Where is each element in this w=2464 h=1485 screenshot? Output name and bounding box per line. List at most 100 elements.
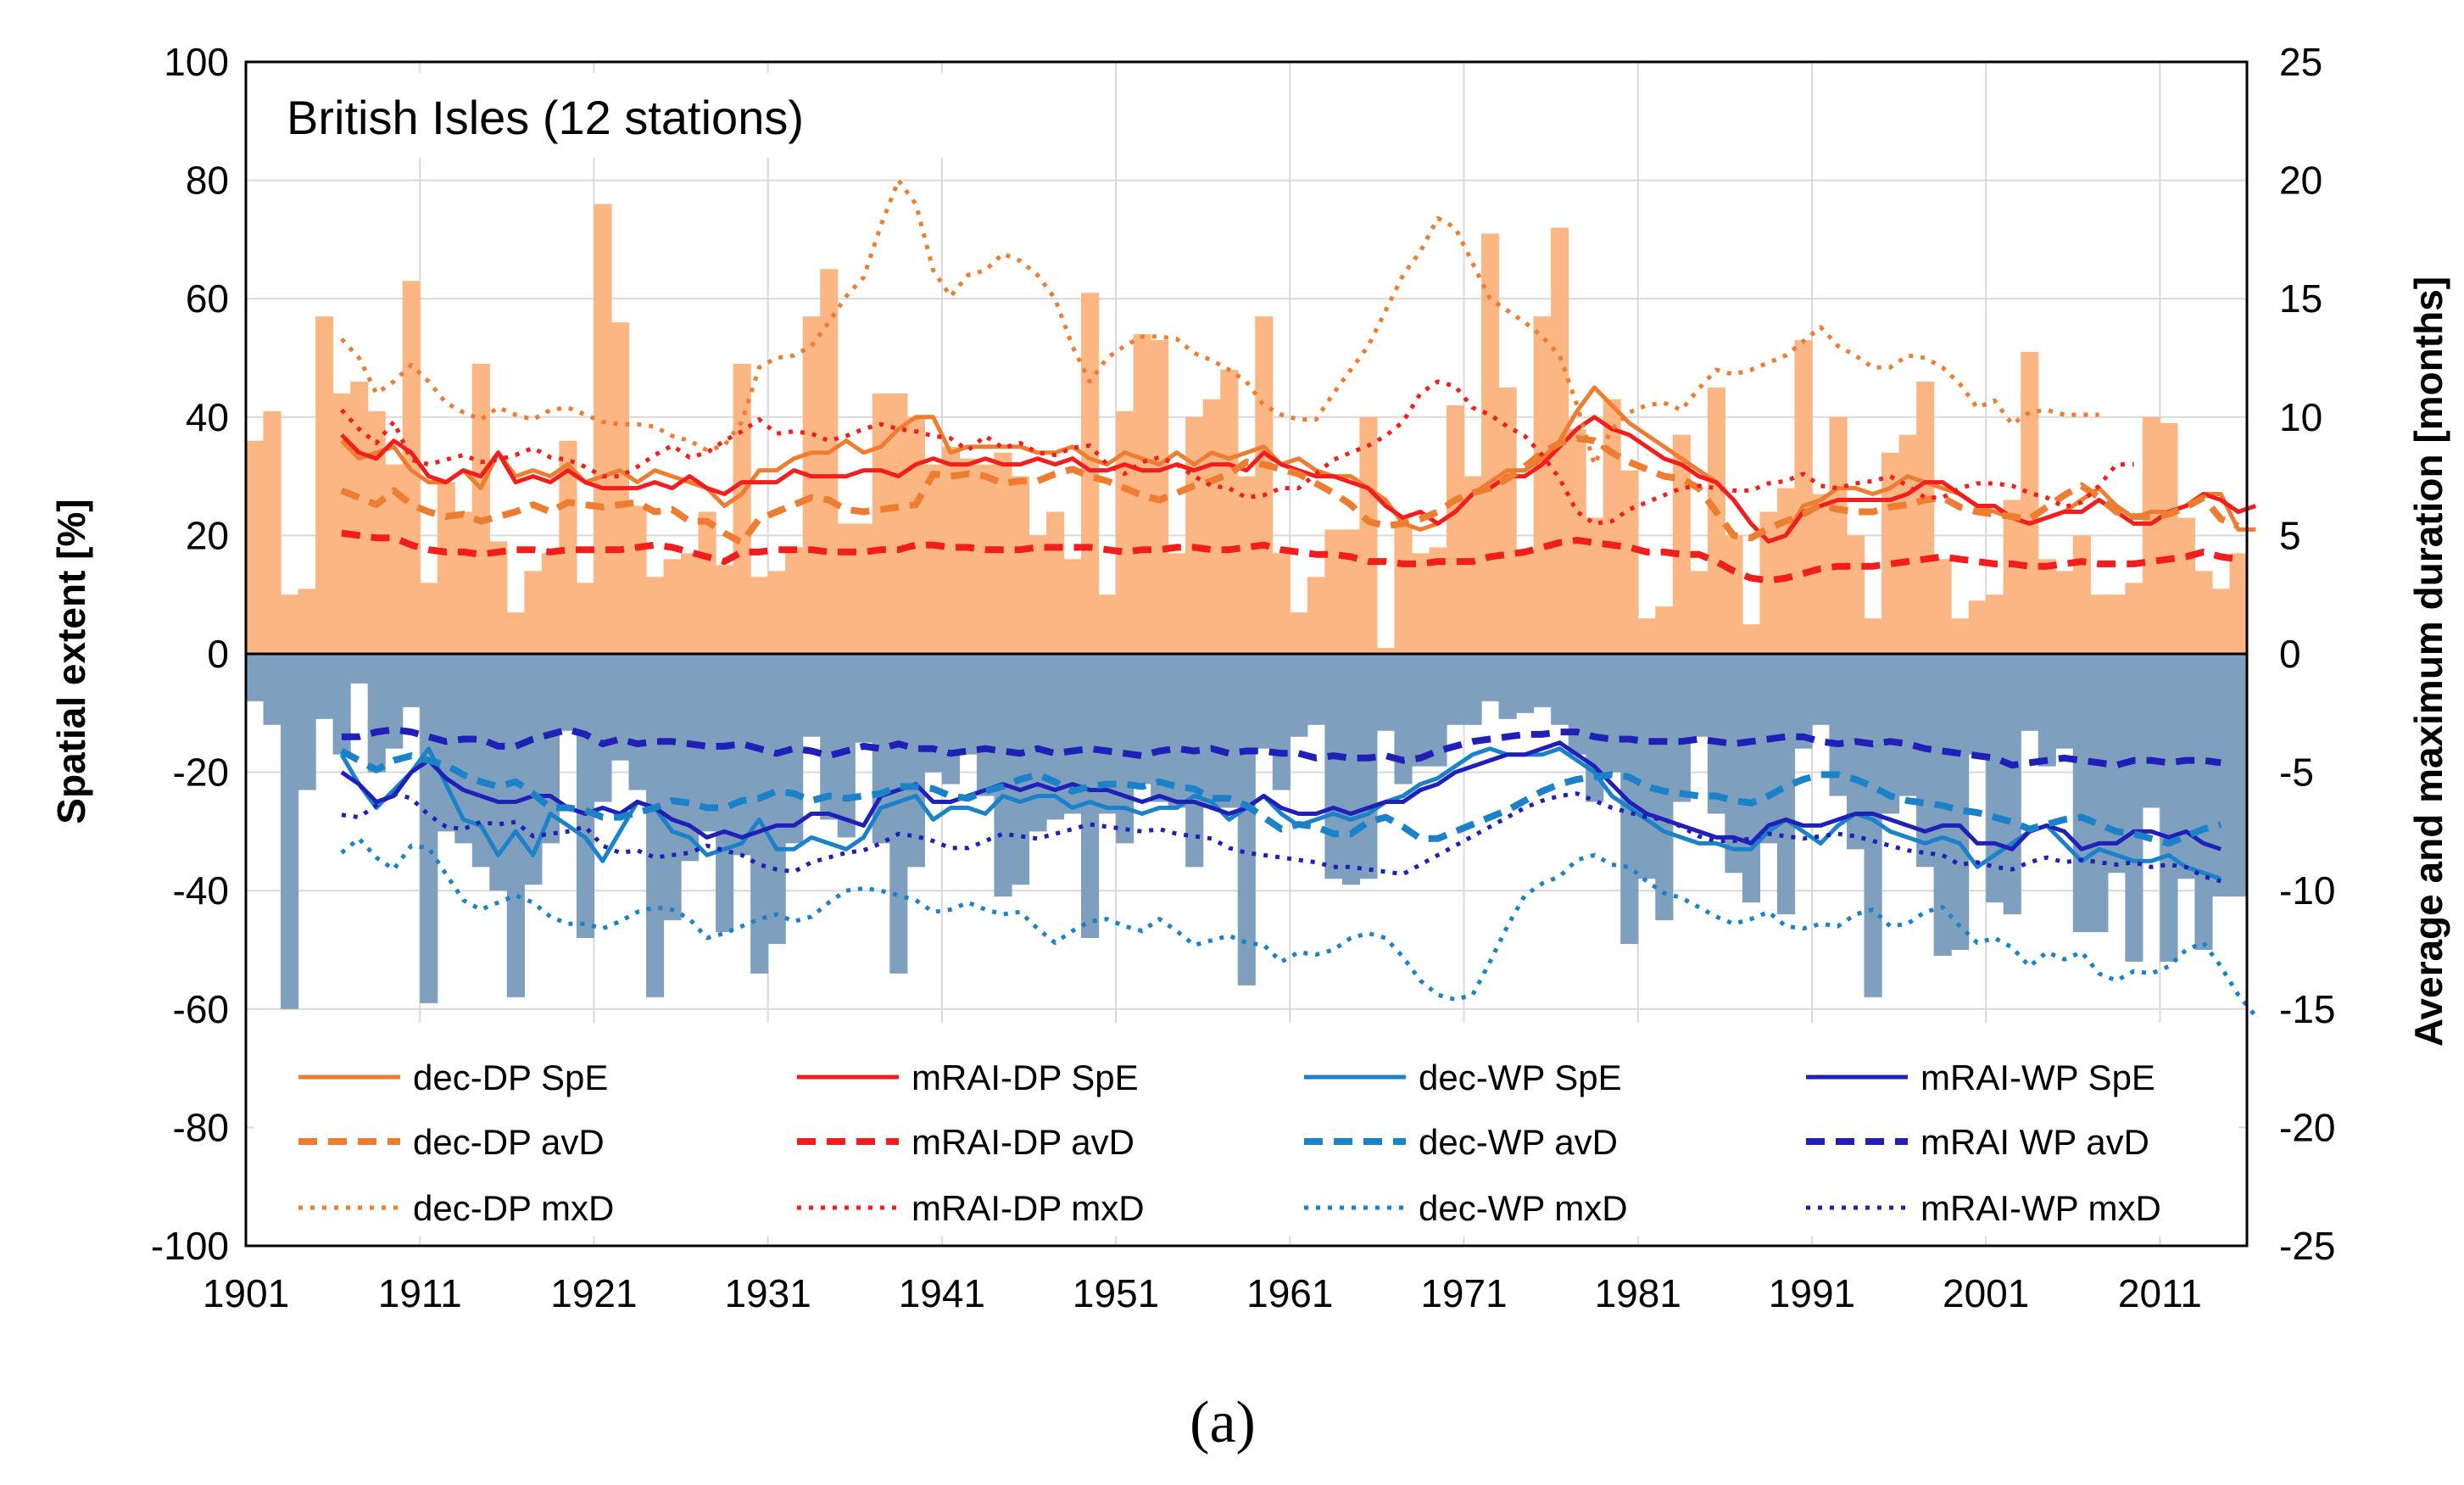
wet-spatial-extent-bar [385, 654, 404, 749]
x-tick-label: 1931 [724, 1271, 811, 1315]
dry-spatial-extent-bar [1481, 233, 1500, 654]
wet-spatial-extent-bar [332, 654, 351, 755]
wet-spatial-extent-bar [420, 654, 438, 1003]
wet-spatial-extent-bar [750, 654, 769, 974]
wet-spatial-extent-bar [2003, 654, 2021, 915]
dry-spatial-extent-bar [820, 269, 839, 654]
wet-spatial-extent-bar [1690, 654, 1709, 737]
dry-spatial-extent-bar [315, 316, 334, 654]
wet-spatial-extent-bar [1376, 654, 1396, 731]
y-left-tick-label: -60 [173, 987, 229, 1031]
series-mrai-wp-avd [341, 726, 2222, 769]
wet-spatial-extent-bar [1151, 654, 1169, 802]
dry-spatial-extent-bar [1011, 476, 1030, 654]
wet-spatial-extent-bar [576, 654, 595, 939]
dry-spatial-extent-bar [1707, 387, 1725, 654]
y-right-tick-label: 20 [2279, 159, 2322, 203]
wet-spatial-extent-bar [1725, 654, 1743, 874]
legend-label-mrai-wp-avd: mRAI WP avD [1920, 1122, 2149, 1162]
y-axis-right-label: Average and maximum duration [months] [2406, 276, 2450, 1047]
y-left-tick-label: 60 [186, 276, 229, 321]
dry-spatial-extent-bar [889, 393, 908, 654]
dry-spatial-extent-bar [489, 541, 508, 654]
dry-spatial-extent-bar [2038, 559, 2056, 654]
wet-spatial-extent-bar [2038, 654, 2056, 767]
wet-spatial-extent-bar [1447, 654, 1465, 725]
dry-spatial-extent-bar [1986, 595, 2004, 654]
wet-spatial-extent-bar [1951, 654, 1970, 950]
legend-label-mrai-wp-mxd: mRAI-WP mxD [1920, 1188, 2161, 1228]
wet-spatial-extent-bar [594, 654, 612, 802]
wet-spatial-extent-bar [610, 654, 630, 761]
y-right-tick-label: -20 [2279, 1105, 2335, 1149]
dry-spatial-extent-bar [1290, 612, 1308, 654]
legend-label-mrai-dp-spe: mRAI-DP SpE [911, 1058, 1139, 1097]
dry-spatial-extent-bar [332, 393, 351, 654]
y-axis-left-label: Spatial extent [%] [49, 499, 93, 823]
wet-spatial-extent-bar [1063, 654, 1082, 814]
wet-spatial-extent-bar [906, 654, 925, 868]
dry-spatial-extent-bar [1237, 476, 1256, 654]
dry-spatial-extent-bar [2211, 589, 2231, 654]
dry-spatial-extent-bar [524, 571, 543, 654]
wet-spatial-extent-bar [855, 654, 873, 743]
wet-spatial-extent-bar [1776, 654, 1796, 915]
wet-spatial-extent-bar [1829, 654, 1848, 796]
dry-spatial-extent-bar [1116, 410, 1134, 654]
wet-spatial-extent-bar [402, 654, 421, 707]
y-left-tick-label: 100 [164, 40, 229, 84]
wet-spatial-extent-bar [1098, 654, 1117, 814]
wet-spatial-extent-bar [1081, 654, 1100, 939]
dry-spatial-extent-bar [1185, 416, 1204, 654]
figure-caption: (a) [1190, 1390, 1256, 1455]
y-right-tick-label: 0 [2279, 632, 2301, 676]
dry-spatial-extent-bar [2072, 535, 2091, 654]
wet-spatial-extent-bar [1011, 654, 1030, 885]
dry-spatial-extent-bar [471, 363, 490, 654]
wet-spatial-extent-bar [298, 654, 316, 790]
title-box: British Isles (12 stations) [254, 73, 1017, 158]
dry-spatial-extent-bar [1847, 535, 1865, 654]
wet-spatial-extent-bar [2125, 654, 2143, 962]
dry-spatial-extent-bar [924, 464, 943, 654]
wet-spatial-extent-bar [924, 654, 943, 773]
wet-spatial-extent-bar [1202, 654, 1221, 808]
dry-spatial-extent-bar [994, 452, 1012, 654]
dry-spatial-extent-bar [2021, 352, 2039, 654]
wet-spatial-extent-bar [454, 654, 473, 844]
wet-spatial-extent-bar [2090, 654, 2109, 933]
y-left-tick-label: 80 [186, 159, 229, 203]
wet-spatial-extent-bar [1029, 654, 1047, 832]
dry-spatial-extent-bar [1376, 648, 1396, 654]
y-right-tick-label: -10 [2279, 868, 2335, 913]
wet-spatial-extent-bar [1290, 654, 1308, 737]
dry-spatial-extent-bar [1394, 523, 1413, 654]
wet-spatial-extent-bar [716, 654, 734, 933]
wet-spatial-extent-bar [2229, 654, 2248, 897]
wet-spatial-extent-bar [698, 654, 716, 832]
wet-spatial-extent-bar [976, 654, 995, 796]
wet-spatial-extent-bar [1533, 654, 1552, 707]
legend-label-dec-wp-spe: dec-WP SpE [1419, 1058, 1622, 1097]
x-tick-label: 1971 [1420, 1271, 1507, 1315]
dry-spatial-extent-bar [541, 553, 560, 654]
dry-spatial-extent-bar [1098, 595, 1117, 654]
wet-spatial-extent-bar [246, 654, 265, 701]
wet-spatial-extent-bar [1864, 654, 1882, 997]
series-mrai-wp-mxd [341, 791, 2222, 884]
wet-spatial-extent-bar [1986, 654, 2004, 903]
legend-label-dec-wp-mxd: dec-WP mxD [1419, 1188, 1628, 1228]
wet-spatial-extent-bar [1324, 654, 1343, 879]
dry-spatial-extent-bar [2107, 595, 2126, 654]
wet-spatial-extent-bar [2177, 654, 2196, 879]
wet-spatial-extent-bar [1359, 654, 1378, 879]
dry-spatial-extent-bar [1620, 470, 1639, 654]
dry-spatial-extent-bar [1586, 517, 1604, 654]
dry-spatial-extent-bar [2177, 517, 2196, 654]
dry-spatial-extent-bar [1533, 316, 1552, 654]
dry-spatial-extent-bar [1916, 381, 1935, 654]
dry-spatial-extent-bar [420, 583, 438, 654]
wet-spatial-extent-bar [1394, 654, 1413, 784]
